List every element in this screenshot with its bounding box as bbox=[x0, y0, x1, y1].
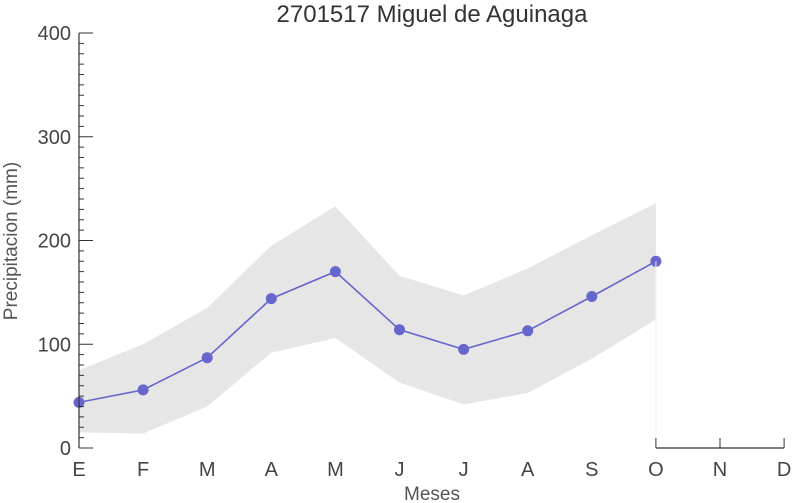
y-tick-label: 400 bbox=[38, 23, 71, 45]
x-tick-label: F bbox=[137, 459, 149, 481]
y-tick-label: 300 bbox=[38, 127, 71, 149]
series-line bbox=[78, 260, 657, 404]
y-axis-label: Precipitacion (mm) bbox=[1, 162, 22, 320]
y-tick-label: 100 bbox=[38, 334, 71, 356]
data-point-2 bbox=[137, 384, 149, 396]
x-tick-label: E bbox=[72, 459, 85, 481]
data-point-5 bbox=[329, 266, 341, 278]
x-tick-label: N bbox=[713, 459, 727, 481]
confidence-band-layer bbox=[79, 203, 656, 434]
series-layer bbox=[73, 255, 662, 408]
chart-title: 2701517 Miguel de Aguinaga bbox=[277, 1, 589, 28]
x-tick-label: J bbox=[395, 459, 405, 481]
x-tick-label: O bbox=[648, 459, 664, 481]
x-tick-label: A bbox=[521, 459, 535, 481]
data-point-8 bbox=[522, 325, 534, 337]
data-point-4 bbox=[265, 293, 277, 305]
x-tick-label: M bbox=[327, 459, 344, 481]
y-tick-label: 200 bbox=[38, 231, 71, 253]
y-tick-label: 0 bbox=[60, 438, 71, 460]
x-tick-label: J bbox=[459, 459, 469, 481]
x-tick-label: S bbox=[585, 459, 598, 481]
x-tick-label: D bbox=[777, 459, 791, 481]
axes-layer: 0 100 200 300 400 E F M A M J J A S O N D bbox=[38, 23, 792, 481]
data-point-6 bbox=[394, 324, 405, 336]
x-axis-label: Meses bbox=[404, 484, 460, 503]
data-point-9 bbox=[586, 291, 598, 302]
confidence-band bbox=[79, 203, 656, 434]
x-tick-label: M bbox=[199, 459, 216, 481]
x-tick-label: A bbox=[265, 459, 279, 481]
data-point-3 bbox=[201, 352, 213, 364]
data-point-7 bbox=[458, 343, 470, 355]
